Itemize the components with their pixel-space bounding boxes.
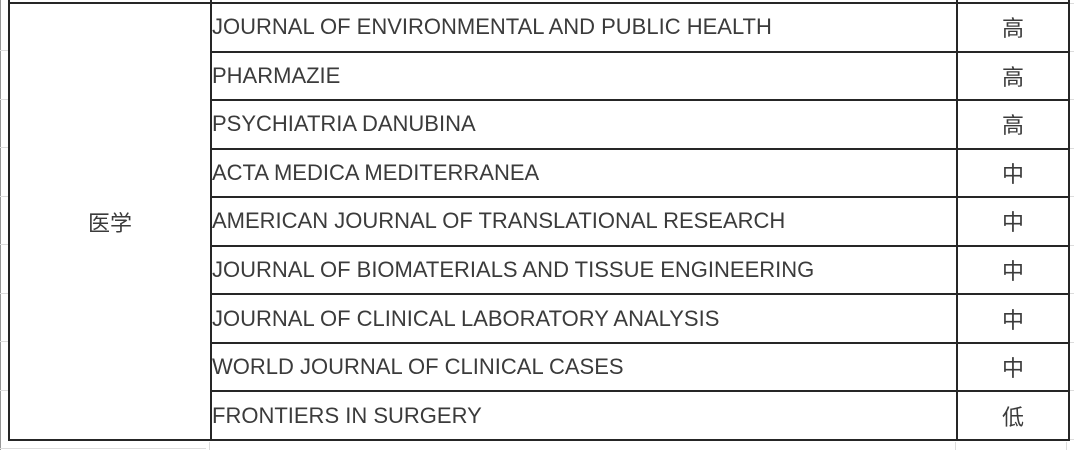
risk-level-cell[interactable]: 高 xyxy=(956,2,1070,53)
cutoff-cell xyxy=(8,0,212,5)
journal-risk-table: 医学 JOURNAL OF ENVIRONMENTAL AND PUBLIC H… xyxy=(8,0,1070,441)
gridline-stub xyxy=(0,293,8,294)
gridline-stub xyxy=(1068,196,1074,197)
journal-cell[interactable]: JOURNAL OF CLINICAL LABORATORY ANALYSIS xyxy=(210,293,958,344)
gridline-stub xyxy=(0,147,8,148)
risk-level-cell[interactable]: 中 xyxy=(956,244,1070,296)
table-row-cutoff xyxy=(8,0,1070,5)
risk-level-cell[interactable]: 中 xyxy=(956,341,1070,393)
left-column-gridline xyxy=(0,0,1,450)
risk-level-cell[interactable]: 高 xyxy=(956,50,1070,102)
journal-cell[interactable]: JOURNAL OF BIOMATERIALS AND TISSUE ENGIN… xyxy=(210,244,958,296)
risk-level-cell[interactable]: 中 xyxy=(956,147,1070,199)
gridline-stub xyxy=(0,341,8,342)
table-row: AMERICAN JOURNAL OF TRANSLATIONAL RESEAR… xyxy=(9,196,1070,247)
risk-level-cell[interactable]: 中 xyxy=(956,196,1070,247)
table-row: JOURNAL OF CLINICAL LABORATORY ANALYSIS … xyxy=(9,293,1070,344)
gridline-stub xyxy=(1068,390,1074,391)
journal-cell[interactable]: ACTA MEDICA MEDITERRANEA xyxy=(210,147,958,199)
risk-level-cell[interactable]: 中 xyxy=(956,293,1070,344)
journal-cell[interactable]: PSYCHIATRIA DANUBINA xyxy=(210,99,958,150)
gridline-stub xyxy=(1068,439,1074,440)
gridline-stub xyxy=(1068,342,1074,343)
table-row: PSYCHIATRIA DANUBINA 高 xyxy=(9,99,1070,150)
gridline-stub xyxy=(0,448,206,449)
cutoff-cell xyxy=(956,0,1070,5)
gridline-stub xyxy=(0,244,8,245)
gridline-stub xyxy=(0,390,8,391)
gridline-stub xyxy=(1068,51,1074,52)
gridline-stub xyxy=(1066,442,1067,450)
table-row: PHARMAZIE 高 xyxy=(9,50,1070,102)
category-cell-medicine[interactable]: 医学 xyxy=(8,2,212,441)
gridline-stub xyxy=(1068,148,1074,149)
cutoff-cell xyxy=(210,0,958,5)
table-row: WORLD JOURNAL OF CLINICAL CASES 中 xyxy=(9,341,1070,393)
journal-cell[interactable]: WORLD JOURNAL OF CLINICAL CASES xyxy=(210,341,958,393)
journal-cell[interactable]: PHARMAZIE xyxy=(210,50,958,102)
gridline-stub xyxy=(0,99,8,100)
journal-cell[interactable]: FRONTIERS IN SURGERY xyxy=(210,390,958,441)
risk-level-cell[interactable]: 低 xyxy=(956,390,1070,441)
table-row: ACTA MEDICA MEDITERRANEA 中 xyxy=(9,147,1070,199)
journal-cell[interactable]: JOURNAL OF ENVIRONMENTAL AND PUBLIC HEAL… xyxy=(210,2,958,53)
gridline-stub xyxy=(0,196,8,197)
gridline-stub xyxy=(1068,245,1074,246)
risk-level-cell[interactable]: 高 xyxy=(956,99,1070,150)
gridline-stub xyxy=(955,442,956,450)
journal-cell[interactable]: AMERICAN JOURNAL OF TRANSLATIONAL RESEAR… xyxy=(210,196,958,247)
gridline-stub xyxy=(1068,3,1074,4)
gridline-stub xyxy=(209,442,210,450)
gridline-stub xyxy=(1068,99,1074,100)
table-row: FRONTIERS IN SURGERY 低 xyxy=(9,390,1070,441)
table-row: JOURNAL OF BIOMATERIALS AND TISSUE ENGIN… xyxy=(9,244,1070,296)
table-row: 医学 JOURNAL OF ENVIRONMENTAL AND PUBLIC H… xyxy=(8,2,1070,441)
gridline-stub xyxy=(1068,293,1074,294)
gridline-stub xyxy=(0,50,8,51)
